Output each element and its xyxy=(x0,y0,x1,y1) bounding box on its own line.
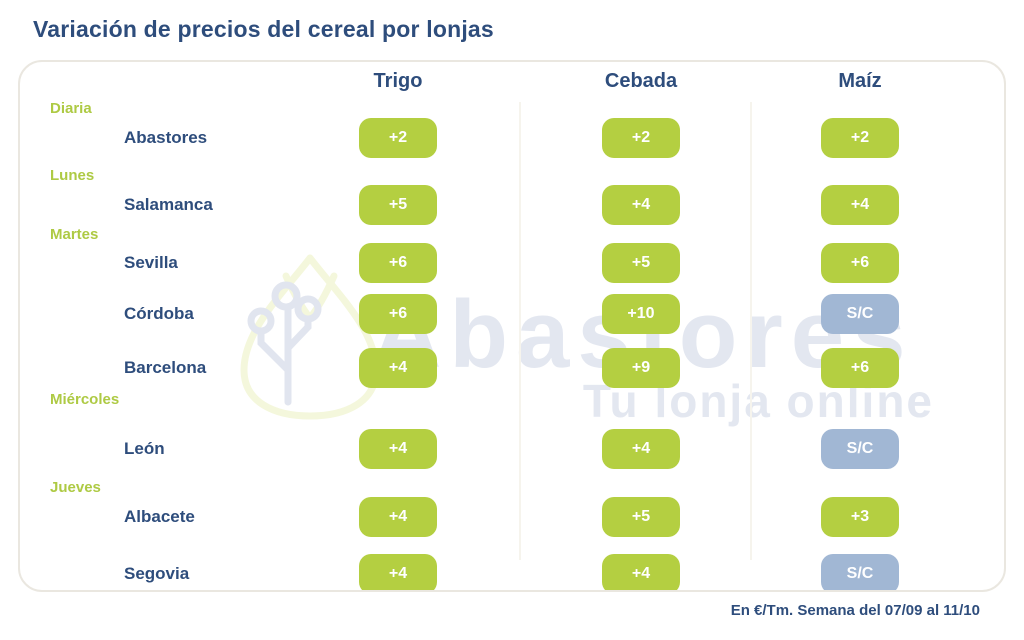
pill-segovia-trigo: +4 xyxy=(359,554,437,590)
pill-salamanca-trigo: +5 xyxy=(359,185,437,225)
table-row: Barcelona +4 +9 +6 xyxy=(20,348,1004,388)
table-row: Segovia +4 +4 S/C xyxy=(20,554,1004,590)
price-table-card: Abastores Tu lonja online Trigo Cebada M… xyxy=(18,60,1006,592)
pill-barcelona-cebada: +9 xyxy=(602,348,680,388)
pill-abastores-maiz: +2 xyxy=(821,118,899,158)
pill-leon-cebada: +4 xyxy=(602,429,680,469)
pill-cordoba-maiz: S/C xyxy=(821,294,899,334)
pill-albacete-cebada: +5 xyxy=(602,497,680,537)
page-title: Variación de precios del cereal por lonj… xyxy=(33,16,494,42)
pill-salamanca-cebada: +4 xyxy=(602,185,680,225)
pill-sevilla-trigo: +6 xyxy=(359,243,437,283)
pill-leon-trigo: +4 xyxy=(359,429,437,469)
market-albacete: Albacete xyxy=(124,507,195,526)
table-row: Abastores +2 +2 +2 xyxy=(20,118,1004,158)
market-abastores: Abastores xyxy=(124,128,208,147)
pill-cordoba-cebada: +10 xyxy=(602,294,680,334)
pill-barcelona-trigo: +4 xyxy=(359,348,437,388)
units-week-note: En €/Tm. Semana del 07/09 al 11/10 xyxy=(730,602,980,619)
column-divider xyxy=(750,102,752,560)
day-label-martes: Martes xyxy=(50,226,99,243)
column-header-trigo: Trigo xyxy=(373,70,423,92)
pill-albacete-maiz: +3 xyxy=(821,497,899,537)
market-sevilla: Sevilla xyxy=(124,253,178,272)
pill-abastores-trigo: +2 xyxy=(359,118,437,158)
pill-segovia-maiz: S/C xyxy=(821,554,899,590)
pill-sevilla-maiz: +6 xyxy=(821,243,899,283)
market-segovia: Segovia xyxy=(124,564,190,583)
day-label-miercoles: Miércoles xyxy=(50,391,120,408)
pill-segovia-cebada: +4 xyxy=(602,554,680,590)
pill-sevilla-cebada: +5 xyxy=(602,243,680,283)
pill-salamanca-maiz: +4 xyxy=(821,185,899,225)
market-cordoba: Córdoba xyxy=(124,304,194,323)
market-leon: León xyxy=(124,439,165,458)
day-label-lunes: Lunes xyxy=(50,167,95,184)
day-label-jueves: Jueves xyxy=(50,479,101,496)
table-row: Salamanca +5 +4 +4 xyxy=(20,185,1004,225)
table-row: Sevilla +6 +5 +6 xyxy=(20,243,1004,283)
pill-albacete-trigo: +4 xyxy=(359,497,437,537)
pill-cordoba-trigo: +6 xyxy=(359,294,437,334)
pill-barcelona-maiz: +6 xyxy=(821,348,899,388)
market-salamanca: Salamanca xyxy=(124,195,213,214)
table-row: León +4 +4 S/C xyxy=(20,429,1004,469)
column-divider xyxy=(519,102,521,560)
market-barcelona: Barcelona xyxy=(124,358,207,377)
pill-leon-maiz: S/C xyxy=(821,429,899,469)
table-row: Albacete +4 +5 +3 xyxy=(20,497,1004,537)
day-label-diaria: Diaria xyxy=(50,100,92,117)
table-row: Córdoba +6 +10 S/C xyxy=(20,294,1004,334)
pill-abastores-cebada: +2 xyxy=(602,118,680,158)
column-header-maiz: Maíz xyxy=(838,70,882,92)
table-content: Trigo Cebada Maíz Diaria Lunes Martes Mi… xyxy=(20,62,1004,590)
column-header-cebada: Cebada xyxy=(604,70,678,92)
